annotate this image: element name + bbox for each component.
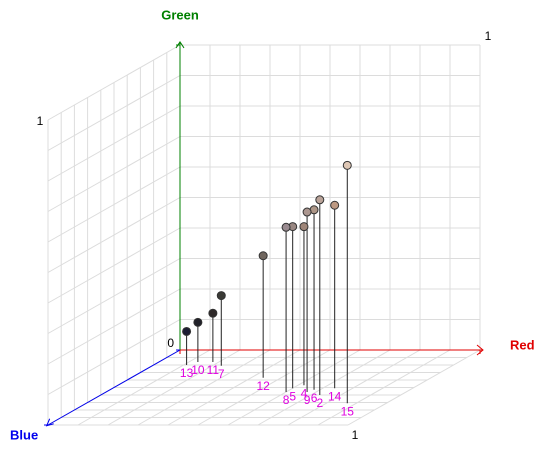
x-axis-title: Red [510,337,535,352]
y-axis-arrow [175,41,185,49]
point [342,160,352,170]
grid-line [47,44,181,121]
grid-line [47,75,181,151]
y-axis-title: Green [161,7,199,22]
tick-label: 1 [37,114,44,128]
grid-line [257,349,391,426]
z-axis-arrow [45,418,54,427]
grid-line [347,349,481,426]
point [302,207,312,217]
point-label: 7 [218,367,225,381]
point [208,308,218,318]
point-label: 9 [304,393,311,407]
point [281,222,291,232]
grid-line [287,349,421,426]
point [299,222,309,232]
point [193,317,203,327]
point-label: 6 [311,391,318,405]
point [315,195,325,205]
point-label: 5 [289,389,296,403]
point-label: 10 [191,363,205,377]
point [216,291,226,301]
point-label: 2 [316,396,323,410]
grid-line [317,349,451,426]
z-axis-title: Blue [10,427,38,442]
point-label: 15 [341,404,355,418]
point [182,326,192,336]
point [330,200,340,210]
grid-line [227,349,361,426]
point-label: 11 [207,363,220,377]
point-label: 8 [283,393,290,407]
grid-line [47,136,181,212]
z-axis [46,349,181,427]
grid-line [47,105,181,182]
tick-label: 1 [352,428,359,442]
x-axis-arrow [476,344,484,356]
tick-label: 1 [485,29,492,43]
point [258,251,268,261]
point-label: 4 [301,386,308,400]
point-label: 13 [180,366,194,380]
tick-label: 0 [167,336,174,350]
point-label: 14 [328,389,342,403]
grid-line [47,166,181,243]
point-label: 12 [256,379,270,393]
